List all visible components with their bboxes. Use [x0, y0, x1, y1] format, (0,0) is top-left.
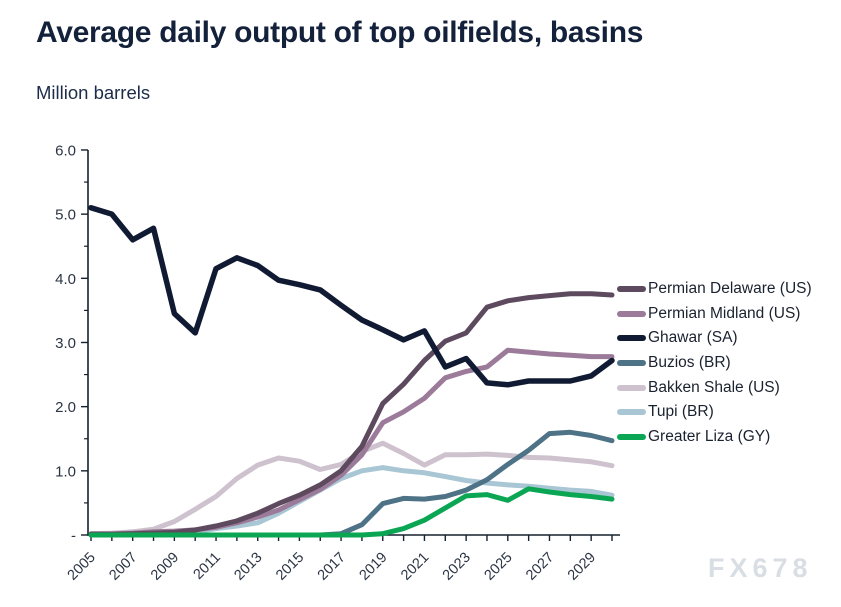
legend-swatch — [617, 433, 646, 440]
series-line-ghawar-sa — [88, 204, 615, 388]
legend-swatch — [617, 335, 646, 342]
tick-label: 2007 — [106, 550, 140, 584]
legend-label: Greater Liza (GY) — [648, 427, 771, 445]
tick-label: 5.0 — [55, 207, 76, 224]
tick-label: 2011 — [191, 550, 224, 583]
tick-label: 6.0 — [55, 142, 76, 159]
series-line-permian-midland-us — [88, 347, 615, 537]
legend-item-greater-liza-gy: Greater Liza (GY) — [617, 425, 812, 450]
legend-item-permian-midland-us: Permian Midland (US) — [617, 302, 812, 327]
tick-label: 2015 — [273, 550, 307, 584]
tick-label: 2029 — [565, 550, 599, 584]
legend-swatch — [617, 384, 646, 391]
legend-item-ghawar-sa: Ghawar (SA) — [617, 326, 812, 351]
tick-label: 4.0 — [55, 271, 76, 288]
tick-label: 2025 — [481, 550, 515, 584]
legend-label: Bakken Shale (US) — [648, 378, 780, 396]
legend-item-tupi-br: Tupi (BR) — [617, 400, 812, 425]
tick-label: 2017 — [315, 550, 349, 584]
chart-units-label: Million barrels — [36, 82, 151, 103]
page-title: Average daily output of top oilfields, b… — [36, 16, 644, 49]
series-line-buzios-br — [88, 429, 615, 538]
axes — [81, 149, 620, 541]
tick-label: 2.0 — [55, 399, 76, 416]
chart-legend: Permian Delaware (US) Permian Midland (US… — [617, 277, 812, 449]
series-line-greater-liza-gy — [88, 486, 615, 538]
tick-label: 2005 — [65, 550, 99, 584]
legend-swatch — [617, 286, 646, 293]
legend-label: Tupi (BR) — [648, 403, 714, 421]
legend-swatch — [617, 360, 646, 367]
legend-item-buzios-br: Buzios (BR) — [617, 351, 812, 376]
legend-label: Ghawar (SA) — [648, 329, 738, 347]
watermark: FX678 — [708, 553, 813, 583]
legend-label: Permian Delaware (US) — [648, 280, 812, 298]
tick-label: 2021 — [398, 550, 432, 584]
tick-label: 2009 — [148, 550, 182, 584]
legend-label: Permian Midland (US) — [648, 304, 801, 322]
tick-label: 2027 — [523, 550, 557, 584]
legend-swatch — [617, 409, 646, 416]
legend-swatch — [617, 310, 646, 317]
series-line-permian-delaware-us — [88, 291, 615, 537]
legend-label: Buzios (BR) — [648, 354, 731, 372]
legend-item-permian-delaware-us: Permian Delaware (US) — [617, 277, 812, 302]
tick-label: 3.0 — [55, 335, 76, 352]
tick-label: - — [71, 528, 76, 545]
tick-label: 1.0 — [55, 463, 76, 480]
legend-item-bakken-shale-us: Bakken Shale (US) — [617, 375, 812, 400]
tick-label: 2013 — [231, 550, 265, 584]
tick-label: 2023 — [440, 550, 474, 584]
data-series — [88, 204, 615, 538]
tick-label: 2019 — [356, 550, 390, 584]
